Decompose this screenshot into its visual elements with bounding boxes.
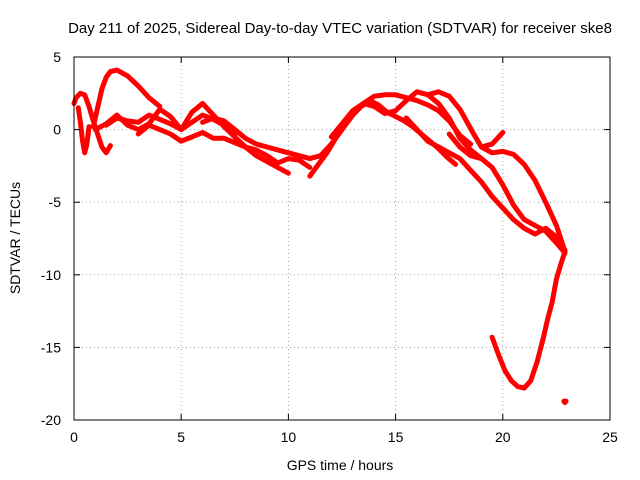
plot-frame <box>73 56 611 421</box>
axis-ticks: 0 5 10 15 20 25 5 0 -5 -10 -15 -20 <box>41 49 618 445</box>
x-tick-label: 5 <box>177 429 185 445</box>
y-tick-label: -5 <box>49 194 62 210</box>
y-tick-label: 0 <box>53 122 61 138</box>
x-tick-label: 10 <box>281 429 297 445</box>
x-tick-label: 15 <box>388 429 404 445</box>
grid-lines <box>74 57 610 420</box>
y-tick-label: -10 <box>41 267 61 283</box>
series-track-12 <box>446 131 568 256</box>
series-track-11 <box>425 89 568 255</box>
y-tick-label: 5 <box>53 49 61 65</box>
series-track-13 <box>478 130 506 150</box>
series-track-6 <box>135 122 313 170</box>
x-tick-label: 0 <box>70 429 78 445</box>
chart-title: Day 211 of 2025, Sidereal Day-to-day VTE… <box>68 20 612 37</box>
x-tick-label: 25 <box>602 429 618 445</box>
x-tick-label: 20 <box>495 429 511 445</box>
series-track-5 <box>92 101 291 176</box>
series-track-3 <box>90 67 163 130</box>
x-axis-label: GPS time / hours <box>287 457 394 473</box>
y-axis-label: SDTVAR / TECUs <box>7 182 23 294</box>
series-track-15 <box>561 398 569 406</box>
series-track-1 <box>71 90 113 156</box>
series-track-14 <box>489 249 568 391</box>
data-series <box>71 67 569 406</box>
y-tick-label: -15 <box>41 339 61 355</box>
series-track-2 <box>75 105 92 156</box>
series-track-10 <box>403 115 568 253</box>
y-tick-label: -20 <box>41 412 61 428</box>
series-track-9 <box>328 89 484 162</box>
